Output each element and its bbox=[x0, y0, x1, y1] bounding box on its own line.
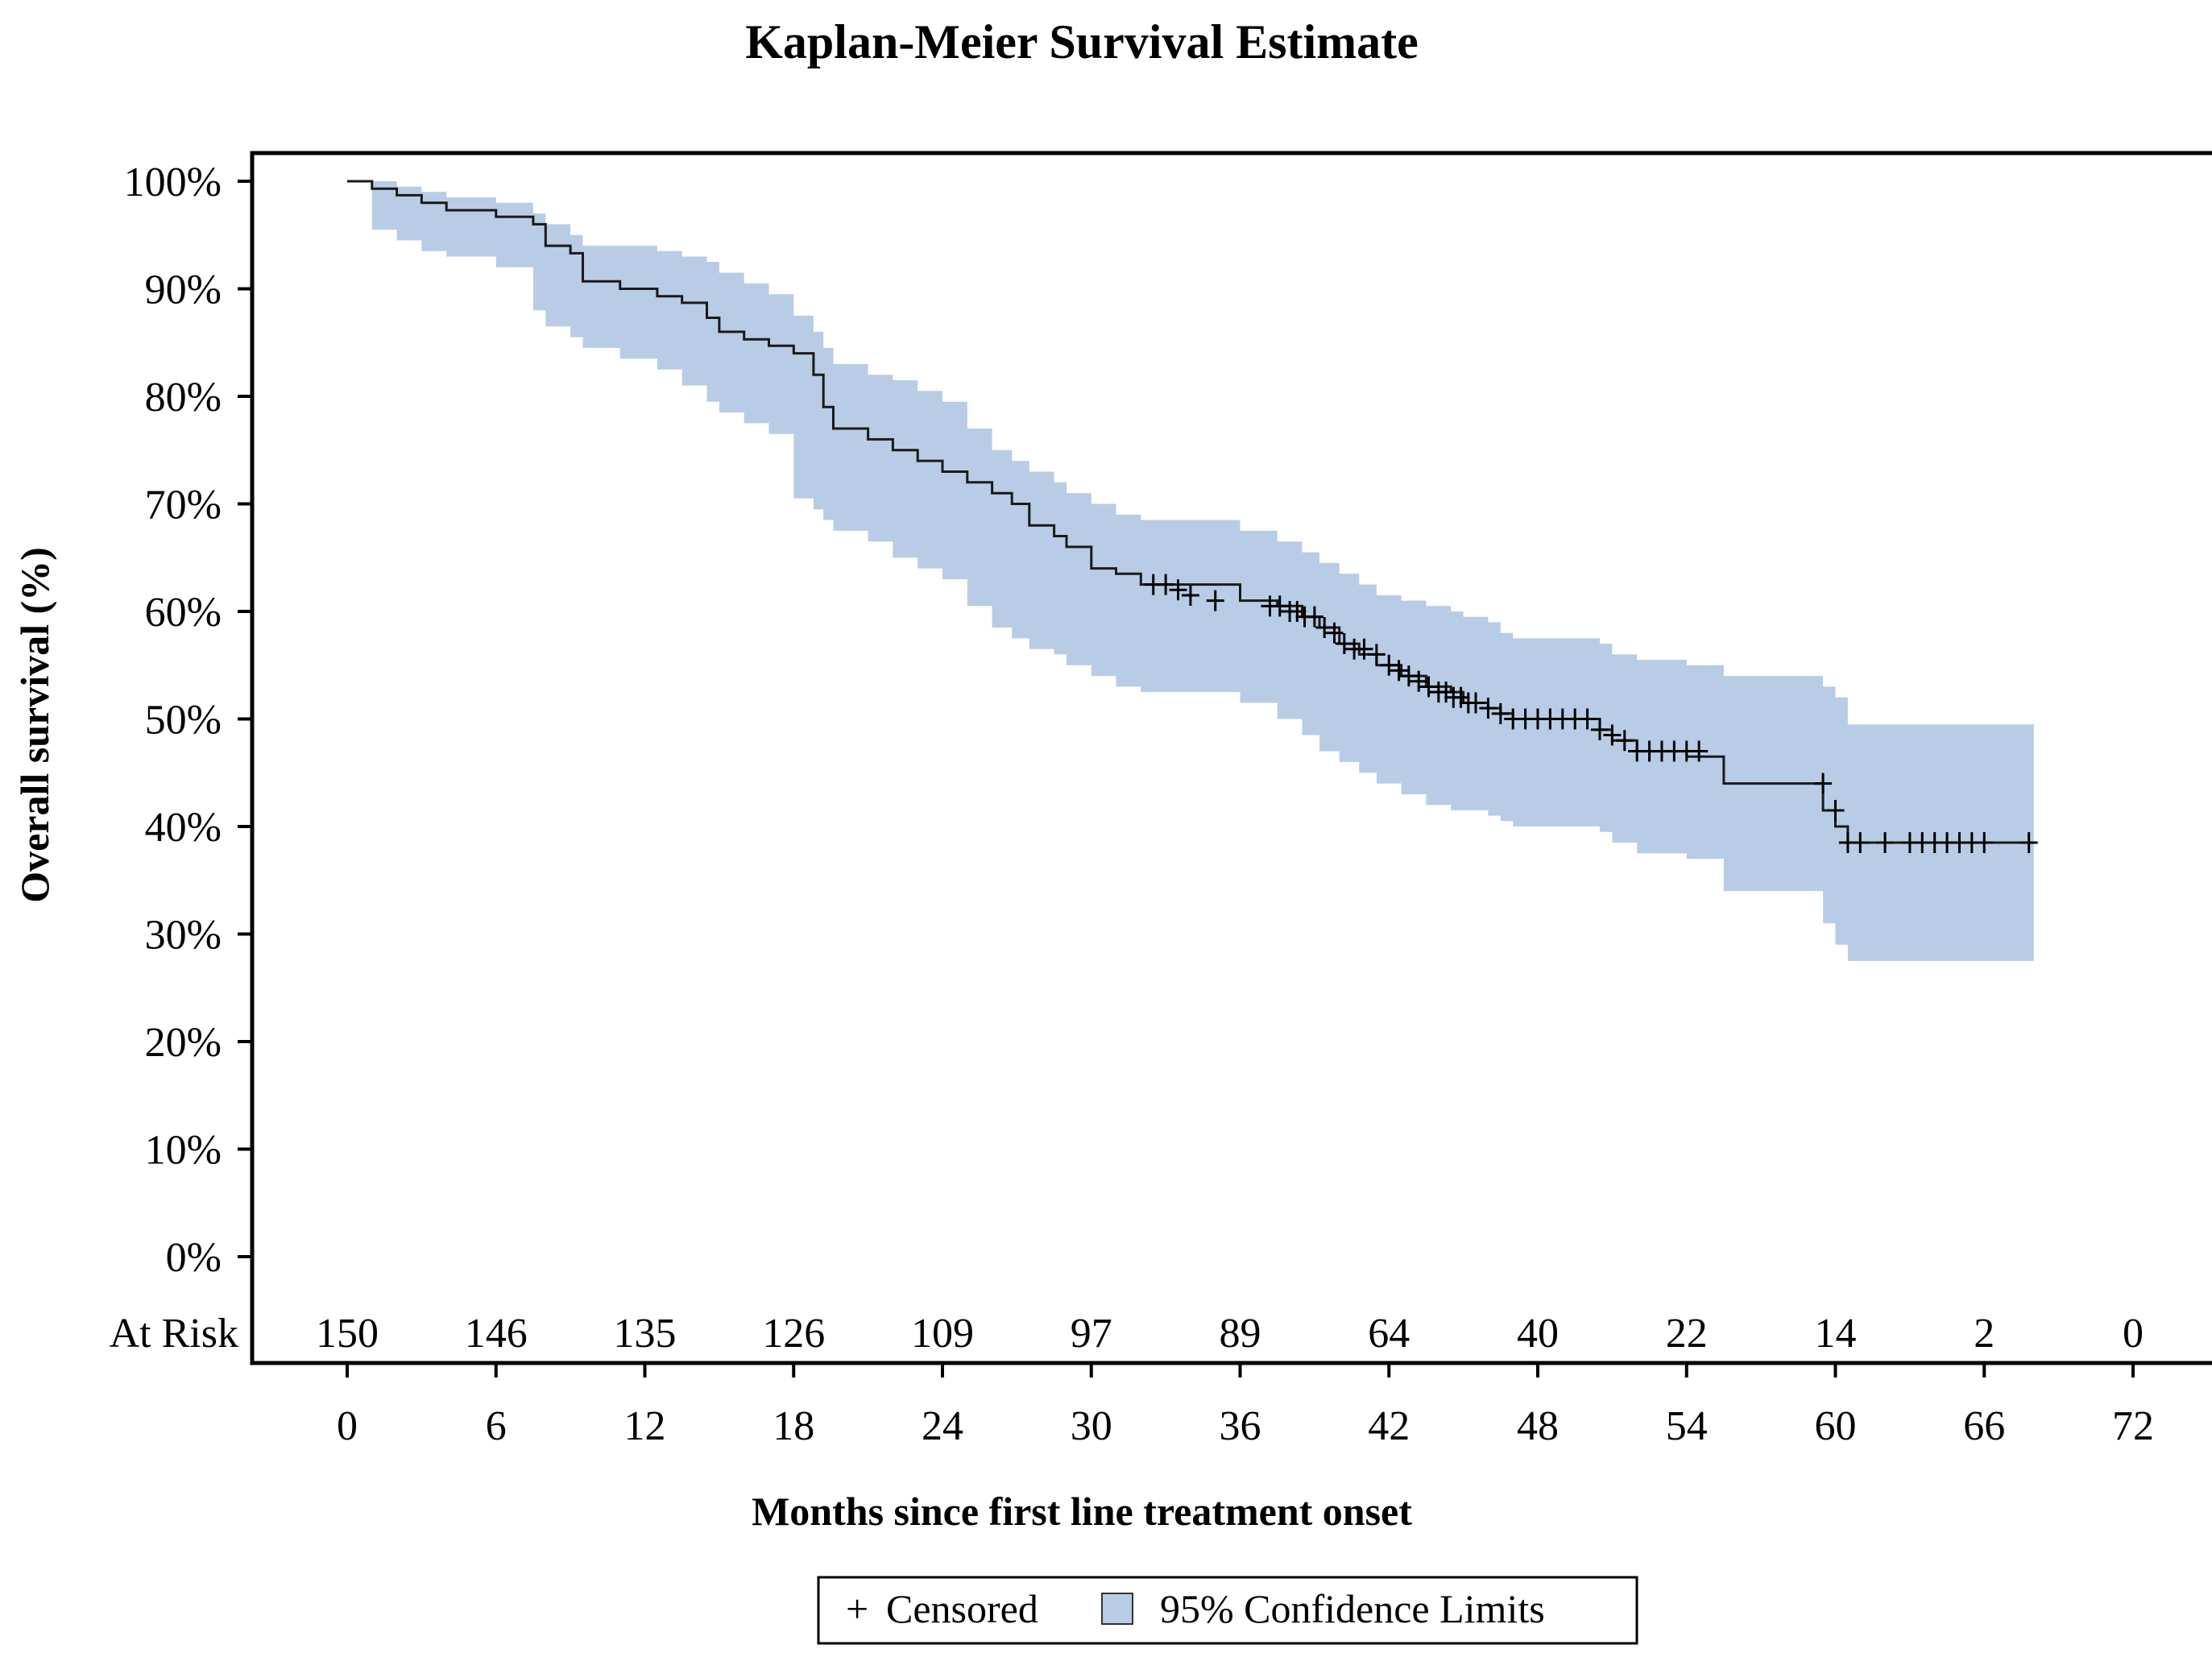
censor-mark bbox=[1975, 832, 1994, 854]
censor-mark bbox=[1410, 670, 1428, 692]
at-risk-value: 14 bbox=[1815, 1311, 1857, 1357]
censor-mark bbox=[1335, 633, 1353, 655]
y-tick-label: 10% bbox=[145, 1128, 222, 1174]
censor-mark bbox=[1380, 654, 1398, 676]
censor-mark bbox=[1876, 832, 1895, 854]
censor-mark bbox=[1437, 682, 1456, 703]
y-tick-label: 80% bbox=[145, 375, 222, 420]
x-tick-label: 24 bbox=[922, 1403, 963, 1449]
x-tick-label: 48 bbox=[1517, 1403, 1559, 1449]
x-tick-label: 72 bbox=[2112, 1403, 2154, 1449]
at-risk-value: 40 bbox=[1517, 1311, 1559, 1357]
y-tick-label: 30% bbox=[145, 913, 222, 959]
x-tick-label: 36 bbox=[1220, 1403, 1261, 1449]
legend-ci-label: 95% Confidence Limits bbox=[1160, 1586, 1545, 1631]
x-axis-title: Months since first line treatment onset bbox=[752, 1489, 1412, 1534]
censor-mark bbox=[1399, 665, 1418, 687]
censor-mark bbox=[2019, 832, 2038, 854]
censor-mark bbox=[1315, 617, 1334, 639]
censor-mark bbox=[1590, 719, 1609, 740]
censor-mark bbox=[1826, 799, 1845, 821]
at-risk-value: 2 bbox=[1974, 1311, 1995, 1357]
confidence-band bbox=[347, 181, 2034, 961]
at-risk-value: 109 bbox=[911, 1311, 974, 1357]
y-tick-label: 90% bbox=[145, 267, 222, 313]
x-tick-label: 30 bbox=[1071, 1403, 1112, 1449]
y-tick-label: 50% bbox=[145, 698, 222, 744]
x-tick-label: 12 bbox=[624, 1403, 666, 1449]
at-risk-value: 22 bbox=[1666, 1311, 1708, 1357]
at-risk-label: At Risk bbox=[110, 1311, 238, 1357]
at-risk-row: 150 146 135 126 109 97 89 64 40 22 14 2 0 bbox=[316, 1311, 2144, 1357]
censor-marks bbox=[1144, 574, 2038, 854]
y-tick-label: 20% bbox=[145, 1020, 222, 1066]
censor-mark bbox=[1157, 574, 1175, 595]
censor-mark bbox=[1615, 730, 1634, 752]
censor-mark bbox=[1390, 660, 1408, 682]
plot-frame bbox=[250, 151, 2212, 1365]
at-risk-value: 135 bbox=[614, 1311, 677, 1357]
censor-mark bbox=[1206, 590, 1224, 611]
censor-mark bbox=[1452, 686, 1470, 708]
censor-mark bbox=[1690, 740, 1709, 762]
y-axis-title: Overall survival (%) bbox=[12, 547, 57, 903]
censor-mark bbox=[1355, 638, 1373, 660]
x-axis: 0 6 12 18 24 30 36 42 48 54 60 66 72 bbox=[337, 1363, 2154, 1449]
y-tick-label: 60% bbox=[145, 590, 222, 636]
censor-mark bbox=[1288, 601, 1307, 622]
censor-mark bbox=[1603, 724, 1622, 746]
x-tick-label: 54 bbox=[1666, 1403, 1708, 1449]
censor-mark bbox=[1270, 595, 1289, 617]
y-tick-label: 40% bbox=[145, 805, 222, 851]
y-tick-label: 100% bbox=[124, 160, 222, 205]
censor-mark bbox=[1169, 579, 1187, 601]
legend-frame bbox=[817, 1576, 1638, 1645]
legend-censored-marker: + bbox=[846, 1586, 868, 1631]
y-tick-label: 70% bbox=[145, 483, 222, 528]
at-risk-value: 97 bbox=[1071, 1311, 1112, 1357]
x-tick-label: 18 bbox=[773, 1403, 814, 1449]
legend-band-swatch bbox=[1101, 1593, 1133, 1625]
censor-mark bbox=[1851, 832, 1870, 854]
x-tick-label: 60 bbox=[1815, 1403, 1857, 1449]
x-tick-label: 42 bbox=[1368, 1403, 1410, 1449]
legend-censored-label: Censored bbox=[886, 1586, 1038, 1631]
at-risk-value: 0 bbox=[2123, 1311, 2144, 1357]
at-risk-value: 89 bbox=[1220, 1311, 1261, 1357]
y-tick-label: 0% bbox=[166, 1235, 222, 1281]
legend: + Censored 95% Confidence Limits bbox=[817, 1576, 1638, 1645]
censor-mark bbox=[1419, 676, 1438, 698]
x-tick-label: 6 bbox=[486, 1403, 507, 1449]
censor-mark bbox=[1814, 773, 1833, 794]
x-tick-label: 0 bbox=[337, 1403, 358, 1449]
censor-mark bbox=[1578, 708, 1597, 730]
censor-mark bbox=[1491, 702, 1510, 724]
censor-mark bbox=[1305, 606, 1323, 628]
y-axis: 0% 10% 20% 30% 40% 50% 60% 70% 80% 90% 100% bbox=[124, 160, 252, 1281]
at-risk-value: 150 bbox=[316, 1311, 379, 1357]
chart-title: Kaplan-Meier Survival Estimate bbox=[745, 15, 1419, 68]
at-risk-value: 146 bbox=[465, 1311, 528, 1357]
at-risk-value: 126 bbox=[762, 1311, 825, 1357]
censor-mark bbox=[1325, 622, 1344, 644]
censor-mark bbox=[1467, 692, 1485, 714]
at-risk-value: 64 bbox=[1368, 1311, 1410, 1357]
censor-mark bbox=[1479, 698, 1497, 719]
x-tick-label: 66 bbox=[1963, 1403, 2005, 1449]
censor-mark bbox=[1181, 584, 1199, 606]
censor-mark bbox=[1367, 644, 1386, 665]
